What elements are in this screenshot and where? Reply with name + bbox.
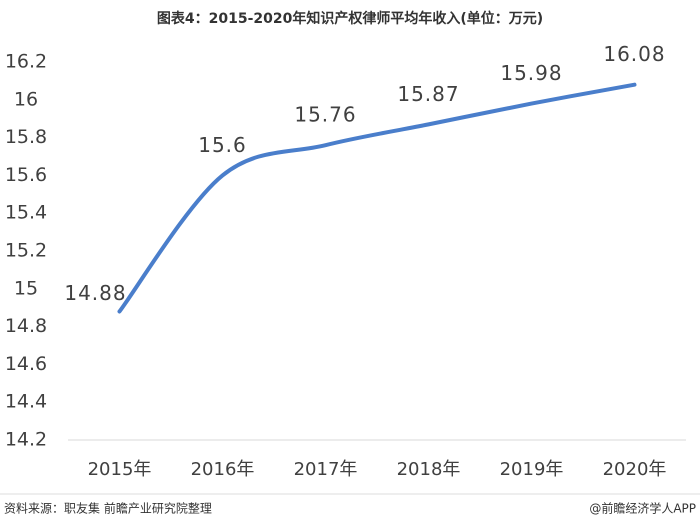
y-tick-label: 14.6 bbox=[5, 353, 47, 375]
x-tick-label: 2015年 bbox=[88, 459, 152, 480]
y-tick-label: 14.2 bbox=[5, 429, 47, 451]
x-tick-label: 2019年 bbox=[500, 459, 564, 480]
data-label: 15.98 bbox=[500, 61, 562, 85]
y-tick-label: 15.2 bbox=[5, 240, 47, 262]
y-tick-label: 16 bbox=[14, 88, 38, 110]
chart-title: 图表4：2015-2020年知识产权律师平均年收入(单位：万元) bbox=[157, 10, 543, 27]
x-tick-label: 2020年 bbox=[603, 459, 667, 480]
y-tick-label: 14.8 bbox=[5, 315, 47, 337]
x-tick-label: 2017年 bbox=[294, 459, 358, 480]
brand-note: @前瞻经济学人APP bbox=[589, 501, 696, 516]
x-tick-label: 2016年 bbox=[191, 459, 255, 480]
data-label: 14.88 bbox=[64, 281, 126, 305]
data-label: 15.76 bbox=[294, 103, 356, 127]
data-label: 15.6 bbox=[198, 133, 247, 157]
x-tick-label: 2018年 bbox=[397, 459, 461, 480]
data-label: 15.87 bbox=[397, 82, 459, 106]
y-tick-label: 16.2 bbox=[5, 51, 47, 73]
y-tick-label: 15 bbox=[14, 277, 38, 299]
y-tick-label: 15.4 bbox=[5, 202, 47, 224]
data-label: 16.08 bbox=[603, 42, 665, 66]
source-note: 资料来源：职友集 前瞻产业研究院整理 bbox=[4, 501, 212, 516]
y-tick-label: 14.4 bbox=[5, 391, 47, 413]
y-tick-label: 15.8 bbox=[5, 126, 47, 148]
data-line bbox=[117, 82, 637, 314]
y-tick-label: 15.6 bbox=[5, 164, 47, 186]
